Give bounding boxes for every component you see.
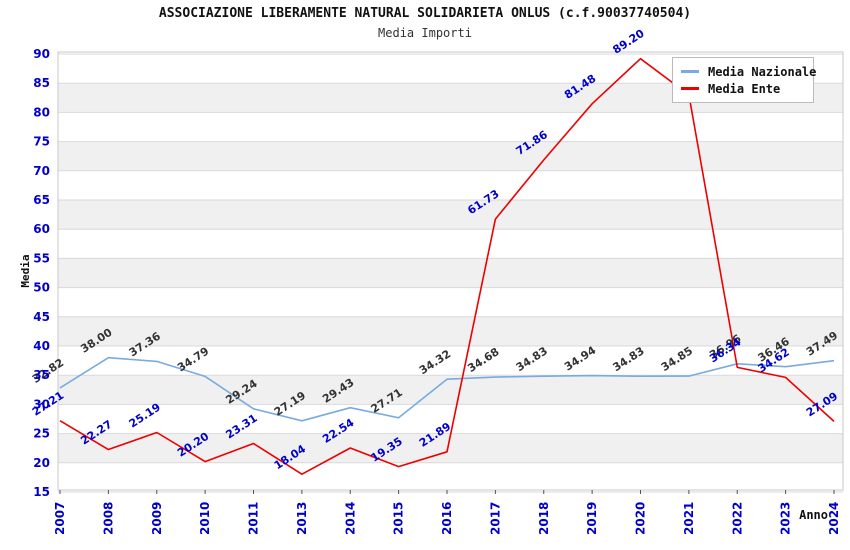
legend-label-nazionale: Media Nazionale [708, 64, 817, 79]
data-label: 34.79 [175, 345, 211, 375]
x-tick-label: 2016 [440, 502, 454, 535]
y-tick-label: 80 [33, 105, 50, 119]
x-tick-label: 2013 [295, 502, 309, 535]
x-axis-title: Anno [799, 508, 828, 522]
data-label: 34.94 [562, 344, 599, 374]
grid-band [58, 316, 843, 346]
data-label: 34.83 [610, 344, 646, 374]
chart-title: ASSOCIAZIONE LIBERAMENTE NATURAL SOLIDAR… [158, 6, 692, 21]
y-tick-label: 35 [33, 368, 50, 382]
x-tick-label: 2011 [247, 502, 261, 535]
x-tick-label: 2018 [537, 502, 551, 535]
legend-item-media-ente: Media Ente [681, 80, 807, 97]
x-tick-label: 2021 [682, 502, 696, 535]
series-line-media-ente [59, 57, 835, 476]
chart-subtitle: Media Importi [378, 26, 472, 40]
data-label: 34.32 [417, 347, 453, 377]
y-axis-title: Media [19, 254, 32, 287]
y-tick-label: 20 [33, 456, 50, 470]
y-tick-label: 90 [33, 47, 50, 61]
data-label: 25.19 [127, 401, 163, 431]
ente-line-swatch-icon [681, 87, 699, 90]
legend-item-media-nazionale: Media Nazionale [681, 63, 816, 80]
y-tick-label: 55 [33, 251, 50, 265]
y-tick-label: 60 [33, 222, 50, 236]
legend-label-ente: Media Ente [708, 81, 781, 96]
x-tick-label: 2010 [198, 502, 212, 535]
grid-band [58, 141, 843, 171]
chart-legend: Media Nazionale Media Ente [672, 57, 816, 103]
plot-border [57, 51, 844, 491]
x-tick-label: 2014 [343, 502, 357, 535]
x-tick-label: 2017 [488, 502, 502, 535]
x-tick-label: 2023 [779, 502, 793, 535]
x-tick-label: 2019 [585, 502, 599, 535]
y-tick-label: 25 [33, 427, 50, 441]
grid-band [58, 200, 843, 230]
y-tick-label: 50 [33, 281, 50, 295]
nazionale-line-swatch-icon [681, 70, 699, 73]
y-tick-label: 15 [33, 485, 50, 499]
grid-band [58, 258, 843, 288]
x-tick-label: 2024 [827, 502, 841, 535]
y-tick-label: 65 [33, 193, 50, 207]
data-label: 34.85 [659, 344, 695, 374]
x-tick-label: 2020 [634, 502, 648, 535]
grid-band [58, 375, 843, 405]
y-tick-label: 85 [33, 76, 50, 90]
x-tick-label: 2009 [150, 502, 164, 535]
y-tick-label: 45 [33, 310, 50, 324]
series-line-media-nazionale [59, 356, 835, 422]
x-tick-label: 2022 [730, 502, 744, 535]
x-tick-label: 2015 [392, 502, 406, 535]
y-tick-label: 75 [33, 135, 50, 149]
y-tick-label: 70 [33, 164, 50, 178]
data-label: 34.68 [465, 345, 501, 375]
y-tick-label: 40 [33, 339, 50, 353]
x-tick-label: 2007 [53, 502, 67, 535]
data-label: 34.83 [514, 344, 550, 374]
y-tick-label: 30 [33, 397, 50, 411]
x-tick-label: 2008 [101, 502, 115, 535]
